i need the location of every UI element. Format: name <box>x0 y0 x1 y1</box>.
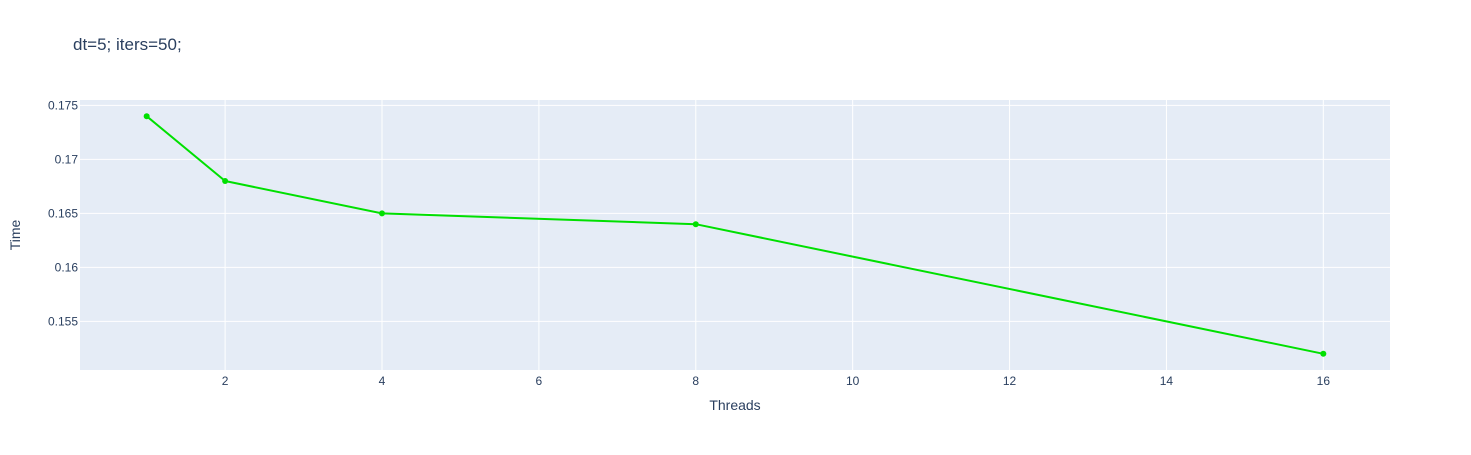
y-tick-label: 0.16 <box>55 260 79 274</box>
y-tick-label: 0.17 <box>55 152 79 166</box>
x-tick-label: 12 <box>1003 374 1017 388</box>
x-tick-label: 14 <box>1160 374 1174 388</box>
data-point[interactable] <box>143 113 150 120</box>
x-tick-label: 2 <box>222 374 229 388</box>
data-point[interactable] <box>1320 350 1327 357</box>
x-tick-labels: 2 4 6 8 10 12 14 16 <box>222 374 1331 388</box>
y-axis-label: Time <box>7 219 23 250</box>
y-tick-label: 0.175 <box>48 98 78 112</box>
data-point[interactable] <box>692 221 699 228</box>
y-tick-labels: 0.155 0.16 0.165 0.17 0.175 <box>48 98 78 328</box>
x-tick-label: 6 <box>536 374 543 388</box>
x-tick-label: 8 <box>692 374 699 388</box>
y-tick-label: 0.155 <box>48 314 78 328</box>
x-axis-label: Threads <box>709 397 760 413</box>
x-tick-label: 10 <box>846 374 860 388</box>
y-tick-label: 0.165 <box>48 206 78 220</box>
series-layer <box>143 113 1327 357</box>
chart-title: dt=5; iters=50; <box>73 35 182 54</box>
x-tick-label: 16 <box>1317 374 1331 388</box>
x-tick-label: 4 <box>379 374 386 388</box>
data-point[interactable] <box>222 178 229 184</box>
data-point[interactable] <box>379 210 386 217</box>
plot-background <box>80 100 1390 370</box>
grid-lines <box>80 100 1390 370</box>
